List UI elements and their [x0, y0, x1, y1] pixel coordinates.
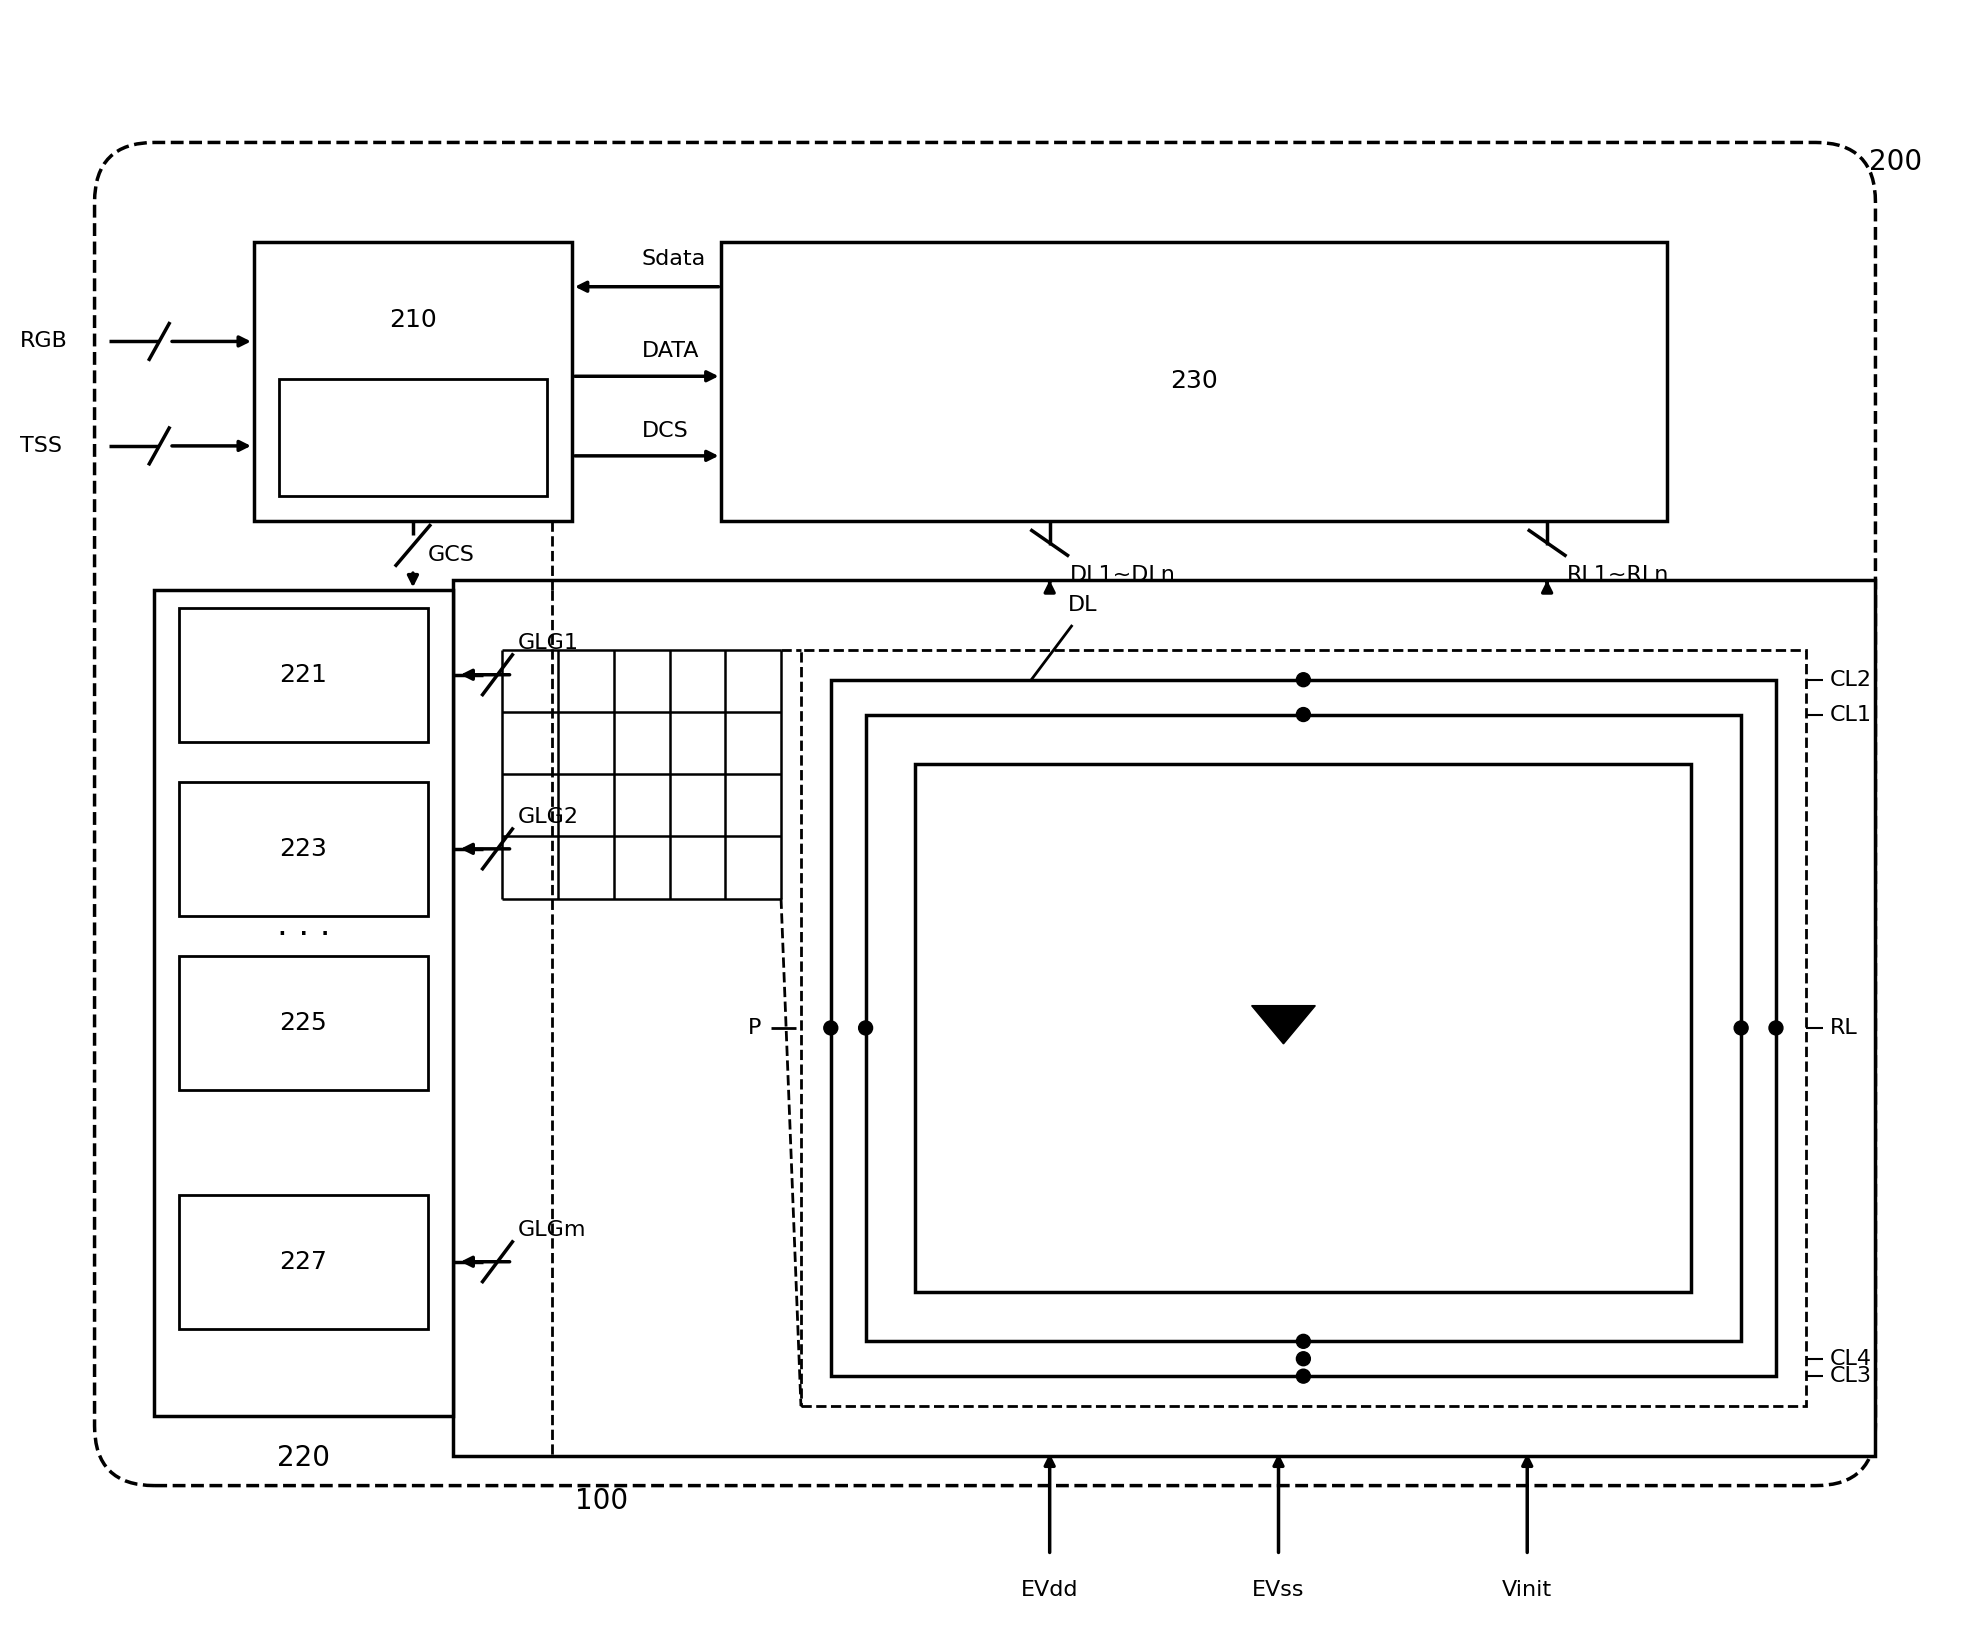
Text: CL2: CL2 — [1830, 670, 1871, 690]
Text: GCS: GCS — [428, 546, 475, 565]
Text: EVss: EVss — [1252, 1580, 1305, 1600]
Text: CL3: CL3 — [1830, 1367, 1871, 1387]
Text: P: P — [747, 1018, 761, 1037]
Text: DATA: DATA — [641, 341, 700, 361]
FancyBboxPatch shape — [95, 143, 1875, 1485]
Text: DL1~DLn: DL1~DLn — [1069, 565, 1175, 585]
Text: 100: 100 — [576, 1487, 629, 1514]
Text: 212: 212 — [388, 425, 438, 449]
Bar — [254, 243, 572, 521]
Text: 220: 220 — [276, 1444, 329, 1472]
Text: GLGm: GLGm — [517, 1219, 586, 1239]
Text: EVdd: EVdd — [1021, 1580, 1079, 1600]
Text: CL1: CL1 — [1830, 705, 1871, 724]
Text: TSS: TSS — [20, 436, 61, 456]
Text: CL4: CL4 — [1830, 1349, 1871, 1369]
Text: GLG1: GLG1 — [517, 633, 578, 652]
Text: RL1~RLn: RL1~RLn — [1568, 565, 1670, 585]
Circle shape — [1296, 1334, 1309, 1349]
Text: DL: DL — [1067, 595, 1096, 615]
Circle shape — [1296, 1369, 1309, 1383]
Bar — [454, 580, 1875, 1455]
Bar — [915, 764, 1692, 1292]
Text: OLED: OLED — [1333, 1018, 1400, 1037]
Circle shape — [1296, 1352, 1309, 1365]
Text: RL: RL — [1830, 1018, 1858, 1037]
Text: · · ·: · · · — [276, 919, 329, 952]
Text: Vinit: Vinit — [1503, 1580, 1552, 1600]
Circle shape — [1769, 1021, 1783, 1034]
Bar — [179, 608, 428, 742]
Bar — [278, 379, 548, 495]
Text: DCS: DCS — [641, 421, 688, 441]
Circle shape — [1733, 1021, 1747, 1034]
Text: 227: 227 — [280, 1251, 327, 1274]
FancyBboxPatch shape — [801, 651, 1806, 1406]
Circle shape — [824, 1021, 838, 1034]
Text: 210: 210 — [388, 308, 438, 333]
Text: 200: 200 — [1869, 149, 1923, 177]
Bar — [179, 782, 428, 916]
Bar — [179, 956, 428, 1090]
Text: GLG2: GLG2 — [517, 806, 578, 828]
Text: 221: 221 — [280, 662, 327, 687]
Text: Sdata: Sdata — [641, 249, 706, 269]
Polygon shape — [1252, 1006, 1315, 1044]
Bar — [866, 715, 1741, 1341]
Text: RGB: RGB — [20, 331, 67, 351]
Circle shape — [1296, 672, 1309, 687]
Text: 225: 225 — [280, 1011, 327, 1034]
Circle shape — [1296, 708, 1309, 721]
Bar — [154, 590, 454, 1416]
Bar — [722, 243, 1666, 521]
Bar — [179, 1195, 428, 1329]
Text: 230: 230 — [1169, 369, 1219, 393]
Text: 223: 223 — [280, 838, 327, 860]
Circle shape — [858, 1021, 872, 1034]
Bar — [830, 680, 1777, 1377]
